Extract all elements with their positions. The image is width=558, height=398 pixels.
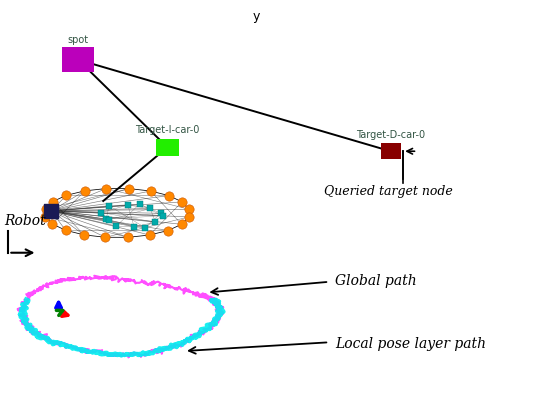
Point [177,199,186,205]
Point [61,227,70,234]
Point [135,201,144,207]
Point [185,206,194,213]
Point [141,224,150,231]
Point [177,221,186,228]
Text: Local pose layer path: Local pose layer path [335,337,486,351]
Point [157,210,166,217]
Point [101,234,110,240]
Point [151,219,160,225]
Point [80,188,89,194]
Point [129,224,138,230]
Point [47,208,56,214]
Text: Global path: Global path [335,273,416,288]
Text: spot: spot [68,35,89,45]
FancyBboxPatch shape [62,47,94,72]
Point [62,192,71,199]
Point [158,213,167,219]
Point [146,188,155,194]
Point [49,198,57,205]
Point [145,232,154,238]
Point [123,202,132,208]
Point [184,214,193,220]
Text: Target-I-car-0: Target-I-car-0 [135,125,200,135]
Text: Queried target node: Queried target node [324,185,453,197]
Point [112,223,121,229]
Point [123,234,132,240]
Text: Target-D-car-0: Target-D-car-0 [356,130,425,140]
Point [102,185,111,192]
Point [163,227,172,234]
Text: y: y [253,10,261,23]
Text: Robot: Robot [4,214,46,228]
FancyBboxPatch shape [381,143,401,159]
Point [97,209,105,216]
FancyBboxPatch shape [156,139,179,156]
Point [41,213,50,220]
Point [41,206,50,212]
Point [48,221,57,227]
Point [124,185,133,192]
Point [165,192,174,199]
Point [105,217,114,223]
Point [79,232,88,238]
Point [105,203,114,209]
Point [102,216,110,222]
Point [146,205,155,212]
